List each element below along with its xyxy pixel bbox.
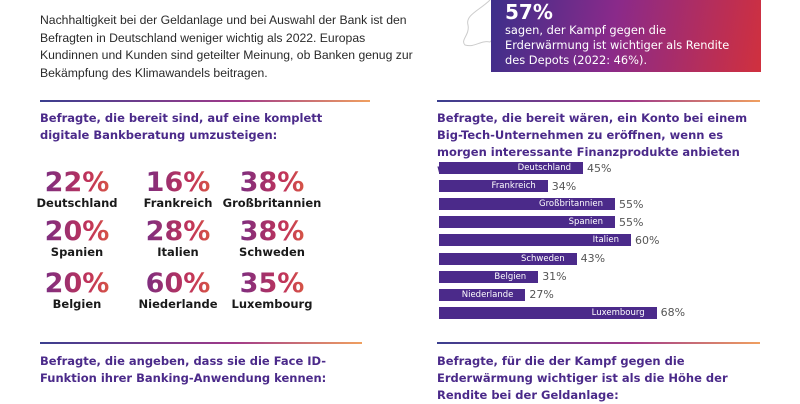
stat-value: 38% xyxy=(217,218,327,246)
stat-item: 20% Spanien xyxy=(22,218,132,260)
stat-value: 20% xyxy=(22,270,132,298)
highlight-value: 57% xyxy=(505,0,553,24)
bar-label: Großbritannien xyxy=(539,199,603,210)
stat-value: 22% xyxy=(22,169,132,197)
bar-value-label: 34% xyxy=(551,179,577,193)
bar-value-label: 43% xyxy=(580,252,606,265)
bar: Frankreich xyxy=(439,180,548,193)
bar-row: Italien 60% xyxy=(439,233,660,247)
bar-label: Italien xyxy=(592,235,619,246)
stat-country: Niederlande xyxy=(138,297,218,311)
digital-heading: Befragte, die bereit sind, auf eine komp… xyxy=(40,111,323,142)
bar: Spanien xyxy=(439,216,615,229)
bar-label: Luxembourg xyxy=(591,307,645,318)
stat-country: Belgien xyxy=(52,297,102,311)
bar-row: Deutschland 45% xyxy=(439,161,612,175)
bar-row: Schweden 43% xyxy=(439,252,606,265)
stat-value: 60% xyxy=(123,270,233,298)
climate-heading: Befragte, für die der Kampf gegen die Er… xyxy=(437,354,728,402)
stat-country: Spanien xyxy=(50,245,104,259)
map-outline-icon xyxy=(463,0,499,47)
stat-item: 35% Luxembourg xyxy=(217,270,327,312)
faceid-heading: Befragte, die angeben, dass sie die Face… xyxy=(40,354,327,385)
stat-value: 38% xyxy=(217,169,327,197)
bar: Niederlande xyxy=(439,288,526,301)
stat-item: 38% Großbritannien xyxy=(217,169,327,211)
bar: Luxembourg xyxy=(439,306,657,319)
bar-row: Niederlande 27% xyxy=(439,288,554,302)
stat-country: Großbritannien xyxy=(222,196,322,210)
bar-row: Belgien 31% xyxy=(439,270,567,284)
bar-row: Luxembourg 68% xyxy=(439,306,686,320)
bar-value-label: 55% xyxy=(619,197,644,211)
stat-item: 22% Deutschland xyxy=(22,169,132,211)
bar: Belgien xyxy=(439,270,539,283)
bar-label: Deutschland xyxy=(517,163,571,173)
bar: Deutschland xyxy=(439,162,583,174)
stat-country: Schweden xyxy=(239,245,305,259)
stat-country: Frankreich xyxy=(143,196,213,210)
bar: Italien xyxy=(439,234,631,247)
divider xyxy=(437,100,760,102)
bar-value-label: 55% xyxy=(619,215,644,229)
bar-label: Niederlande xyxy=(461,289,514,300)
bar-value-label: 60% xyxy=(635,233,660,247)
stat-country: Deutschland xyxy=(36,196,118,210)
bar-value-label: 45% xyxy=(587,161,612,175)
highlight-box: 57% sagen, der Kampf gegen die Erderwärm… xyxy=(491,0,761,72)
bigtech-heading: Befragte, die bereit wären, ein Konto be… xyxy=(437,111,748,176)
bar-label: Belgien xyxy=(494,271,527,282)
divider xyxy=(40,100,370,102)
intro-text: Nachhaltigkeit bei der Geldanlage und be… xyxy=(40,13,413,80)
bar-value-label: 68% xyxy=(660,306,686,320)
stat-item: 20% Belgien xyxy=(22,270,132,312)
bar-label: Spanien xyxy=(568,217,603,228)
stat-value: 28% xyxy=(123,218,233,246)
stat-item: 38% Schweden xyxy=(217,218,327,260)
stat-country: Italien xyxy=(157,245,199,259)
bar-value-label: 31% xyxy=(542,270,567,284)
bar: Schweden xyxy=(439,252,577,265)
divider xyxy=(40,342,362,344)
stat-value: 20% xyxy=(22,218,132,246)
stat-country: Luxembourg xyxy=(231,297,313,311)
bar: Großbritannien xyxy=(439,198,615,211)
bar-label: Schweden xyxy=(520,253,565,264)
divider xyxy=(437,342,760,344)
bar-label: Frankreich xyxy=(491,181,536,192)
stat-item: 16% Frankreich xyxy=(123,169,233,211)
bar-row: Frankreich 34% xyxy=(439,179,577,193)
bar-value-label: 27% xyxy=(529,288,554,302)
highlight-text: sagen, der Kampf gegen die Erderwärmung … xyxy=(505,23,730,67)
stat-value: 16% xyxy=(123,169,233,197)
bar-row: Großbritannien 55% xyxy=(439,197,644,211)
bar-row: Spanien 55% xyxy=(439,215,644,229)
stat-item: 28% Italien xyxy=(123,218,233,260)
stat-value: 35% xyxy=(217,270,327,298)
stat-item: 60% Niederlande xyxy=(123,270,233,312)
